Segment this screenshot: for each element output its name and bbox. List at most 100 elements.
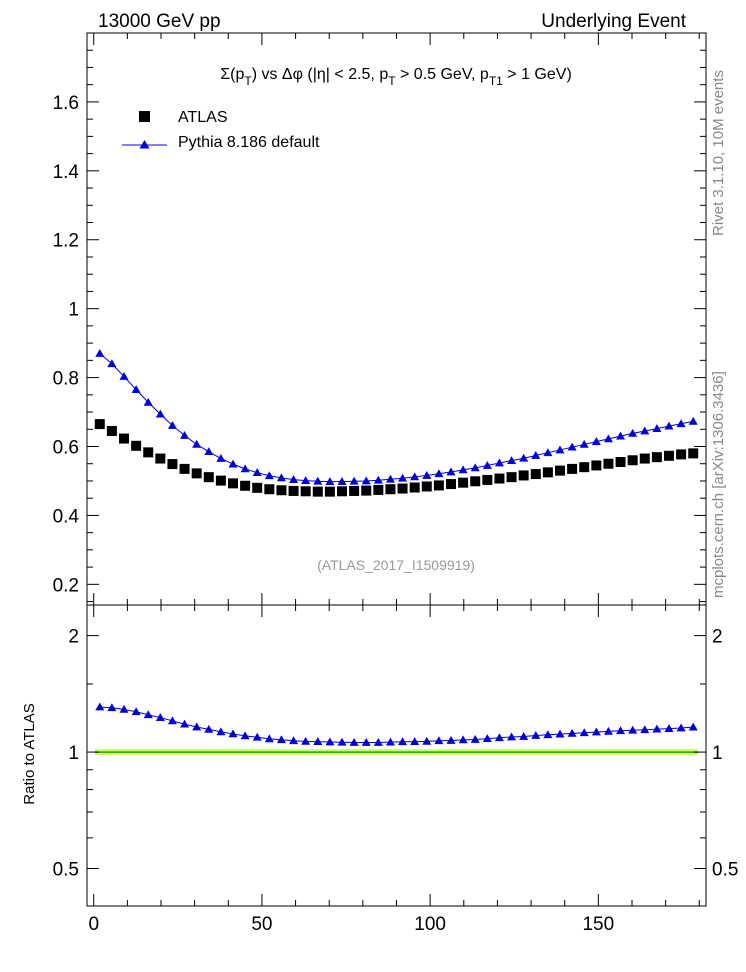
pythia-data-point (458, 465, 468, 474)
ratio-pythia-point (652, 724, 662, 733)
ratio-pythia-point (385, 737, 395, 746)
atlas-data-point (458, 477, 469, 488)
legend-pythia-marker (139, 140, 150, 149)
main-ytick-label: 1 (68, 300, 79, 321)
ratio-pythia-point (313, 737, 323, 746)
pythia-data-point (337, 477, 347, 486)
title-part-5: > 0.5 GeV, p (396, 66, 489, 83)
atlas-data-point (252, 482, 263, 493)
rivet-label: Rivet 3.1.10, 10M events (710, 70, 727, 236)
atlas-data-point (409, 482, 420, 493)
ratio-pythia-point (131, 707, 141, 716)
atlas-data-point (506, 472, 517, 483)
main-ytick-label: 1.2 (53, 231, 79, 252)
ratio-ticklabels: 0 50 100 150 0.5 0.5 1 1 2 2 (53, 627, 739, 935)
atlas-data-point (554, 465, 565, 476)
atlas-data-point (663, 450, 674, 461)
ratio-ytick-label-right: 1 (712, 743, 723, 764)
pythia-data-point (301, 476, 311, 484)
header-right-label: Underlying Event (541, 11, 686, 32)
ratio-pythia-point (591, 727, 601, 736)
pythia-data-point (361, 476, 371, 485)
ratio-pythia-point (664, 724, 674, 732)
ratio-pythia-point (410, 737, 420, 746)
atlas-data-point (627, 455, 638, 466)
main-markers (94, 348, 699, 497)
pythia-data-point (446, 467, 456, 476)
ratio-xtick-label: 100 (414, 914, 446, 935)
atlas-data-point (433, 480, 444, 491)
ratio-pythia-point (204, 724, 214, 733)
main-ytick-label: 0.2 (53, 575, 79, 596)
pythia-data-point (264, 471, 274, 480)
atlas-data-point (397, 483, 408, 494)
header-left-label: 13000 GeV pp (98, 11, 221, 32)
pythia-data-point (567, 442, 577, 451)
pythia-data-point (616, 431, 626, 440)
atlas-data-point (167, 459, 178, 470)
atlas-data-point (651, 452, 662, 463)
ratio-xtick-label: 0 (88, 914, 99, 935)
ratio-pythia-point (167, 716, 177, 725)
atlas-data-point (688, 448, 699, 459)
ratio-ylabel: Ratio to ATLAS (21, 703, 38, 804)
ratio-pythia-point (337, 737, 347, 746)
ratio-pythia-point (289, 736, 299, 745)
ratio-pythia-point (446, 736, 456, 744)
main-ytick-label: 0.4 (53, 506, 80, 527)
ratio-pythia-point (361, 737, 371, 746)
ratio-ytick-label: 0.5 (53, 860, 79, 881)
atlas-data-point (518, 470, 529, 481)
atlas-data-point (143, 447, 154, 458)
ratio-pythia-point (543, 730, 553, 739)
pythia-data-point (204, 447, 214, 456)
atlas-data-point (215, 475, 226, 486)
ratio-ytick-label-right: 0.5 (712, 860, 738, 881)
pythia-data-point (276, 473, 286, 482)
atlas-data-point (106, 425, 117, 436)
ratio-ticks (87, 605, 706, 907)
ratio-xtick-label: 50 (251, 914, 272, 935)
pythia-data-point (507, 456, 517, 464)
atlas-data-point (228, 478, 239, 489)
atlas-data-point (264, 484, 275, 495)
ratio-pythia-point (567, 728, 577, 737)
pythia-data-point (143, 397, 153, 406)
atlas-data-point (240, 480, 251, 491)
pythia-data-point (240, 464, 250, 473)
ratio-pythia-point (603, 726, 613, 735)
atlas-data-point (94, 419, 105, 430)
pythia-data-point (434, 469, 444, 478)
pythia-data-point (531, 450, 541, 459)
pythia-data-point (555, 445, 565, 454)
main-panel: 0.20.40.60.811.21.41.6 Σ(pT) vs Δφ (|η| … (53, 32, 707, 606)
ratio-pythia-point (531, 730, 541, 739)
atlas-data-point (445, 479, 456, 490)
pythia-data-point (192, 439, 202, 448)
ratio-pythia-point (676, 723, 686, 732)
pythia-data-point (664, 421, 674, 430)
pythia-data-point (228, 459, 238, 468)
main-ticks (87, 33, 706, 605)
atlas-data-point (470, 476, 481, 487)
legend: ATLAS Pythia 8.186 default (122, 109, 320, 151)
atlas-data-point (385, 484, 396, 495)
main-ytick-label: 1.6 (53, 93, 79, 114)
main-title: Σ(pT) vs Δφ (|η| < 2.5, pT > 0.5 GeV, pT… (220, 66, 572, 88)
ratio-pythia-point (301, 736, 311, 745)
ratio-pythia-point (373, 737, 383, 746)
atlas-data-point (639, 453, 650, 464)
ratio-xtick-label: 150 (582, 914, 614, 935)
ratio-pythia-point (688, 722, 698, 731)
atlas-data-point (361, 485, 372, 496)
ratio-pythia-point (482, 734, 492, 743)
atlas-data-point (155, 453, 166, 464)
pythia-data-point (385, 474, 395, 483)
pythia-data-point (579, 439, 589, 448)
title-part-1: Σ(p (220, 66, 244, 83)
atlas-data-point (421, 481, 432, 492)
pythia-data-point (216, 454, 226, 462)
ratio-pythia-point (180, 719, 190, 728)
pythia-data-point (289, 475, 299, 483)
ratio-pythia-point (143, 710, 153, 719)
